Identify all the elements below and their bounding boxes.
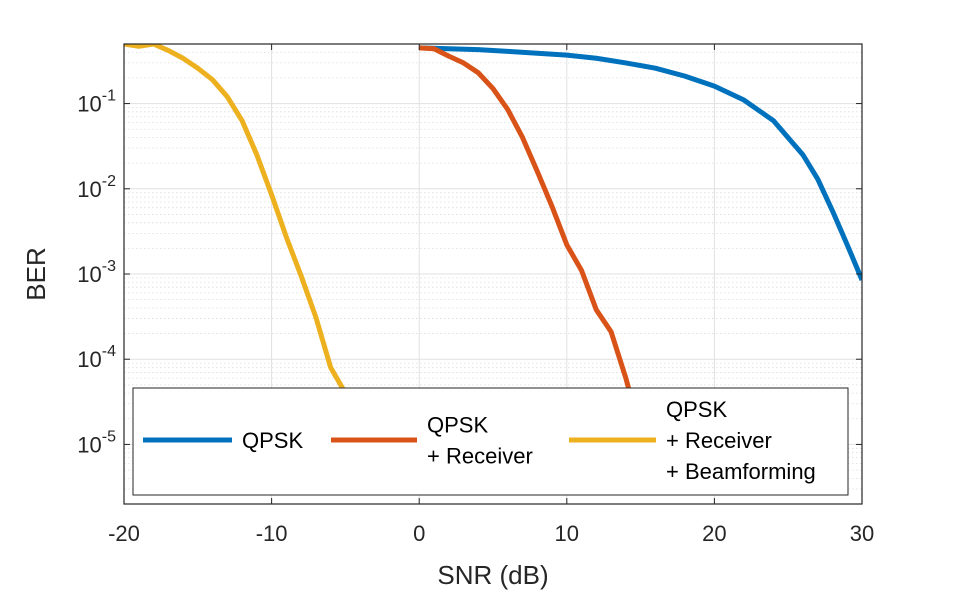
- x-axis-label: SNR (dB): [437, 560, 548, 590]
- y-tick-label: 10-2: [77, 173, 116, 202]
- legend-box: [132, 387, 849, 496]
- series-line: [419, 45, 862, 281]
- y-tick-label: 10-4: [77, 343, 116, 372]
- x-tick-label: -20: [108, 521, 140, 546]
- x-tick-label: 0: [413, 521, 425, 546]
- x-axis-tick-labels: -20 -10 0 10 20 30: [108, 521, 874, 546]
- y-tick-label: 10-3: [77, 258, 116, 287]
- minor-grid: [124, 51, 862, 490]
- legend-label: QPSK + Receiver: [427, 413, 533, 469]
- series-layer: [124, 44, 862, 412]
- x-tick-label: 20: [702, 521, 726, 546]
- legend-label: QPSK + Receiver + Beamforming: [666, 397, 816, 484]
- series-line: [419, 45, 638, 412]
- x-tick-label: 30: [850, 521, 874, 546]
- y-tick-label: 10-5: [77, 428, 116, 457]
- x-tick-label: 10: [555, 521, 579, 546]
- y-axis-tick-labels: 10-5 10-4 10-3 10-2 10-1: [77, 88, 116, 458]
- legend-label: QPSK: [242, 428, 303, 453]
- series-line: [124, 44, 348, 395]
- legend: QPSK QPSK + Receiver QPSK + Receiver + Beamfo…: [132, 387, 849, 496]
- x-tick-label: -10: [256, 521, 288, 546]
- y-tick-label: 10-1: [77, 88, 116, 117]
- y-axis-label: BER: [21, 247, 51, 300]
- axis-ticks: [123, 44, 863, 504]
